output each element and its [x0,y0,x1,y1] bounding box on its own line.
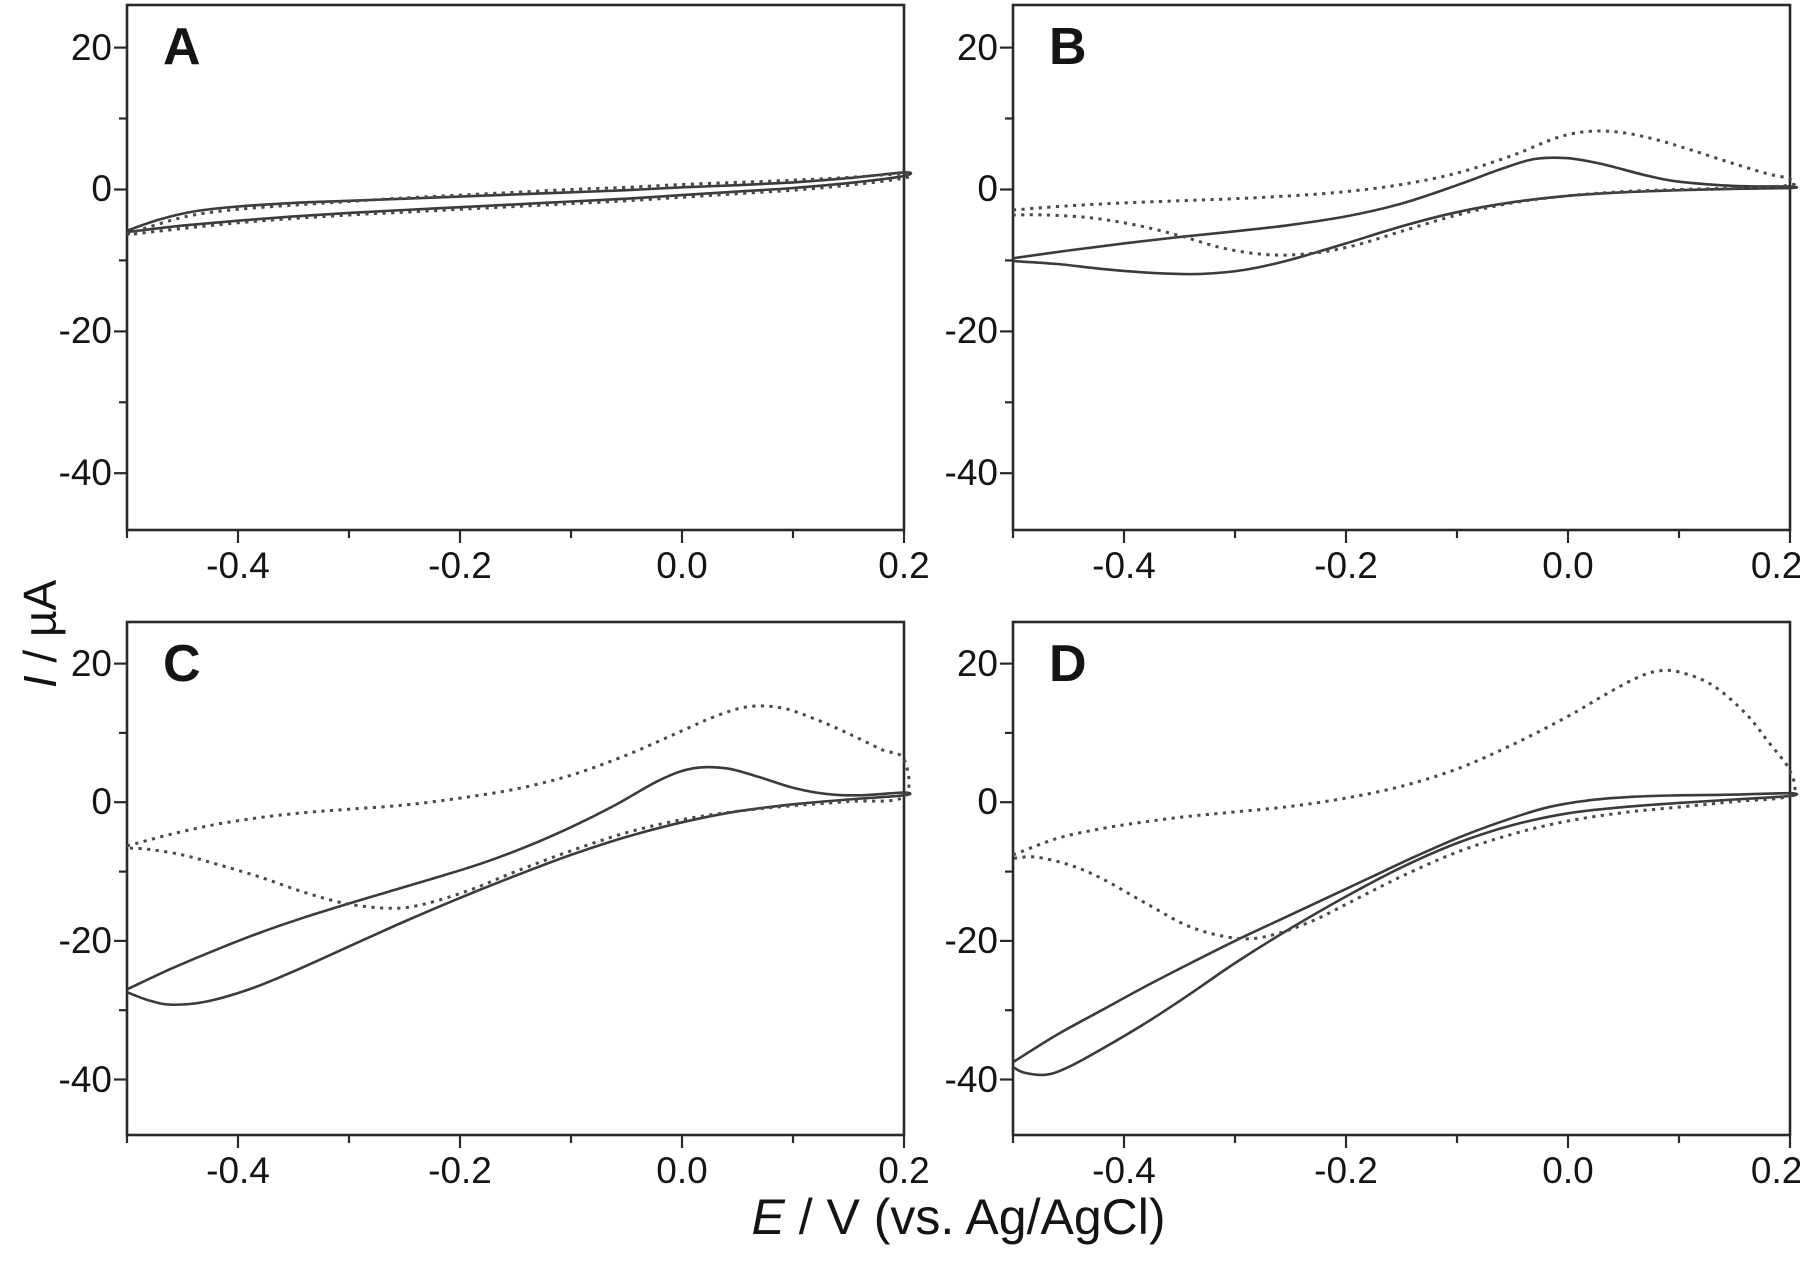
panel-letter-B: B [1049,18,1087,76]
y-axis-label-symbol: I [14,675,66,689]
y-axis-label: I / µA [14,579,66,689]
y-axis-label-units: / µA [14,579,66,676]
x-tick-label-A: -0.2 [428,545,492,586]
y-tick-label-B: -20 [944,310,998,352]
x-tick-label-D: 0.0 [1542,1150,1594,1191]
y-tick-label-D: -20 [944,919,998,961]
x-tick-label-B: -0.4 [1092,545,1156,586]
x-tick-label-D: -0.2 [1314,1150,1378,1191]
y-tick-label-C: 0 [91,780,112,822]
axis-ticks [114,662,906,1148]
B-solid-cv [1012,156,1799,276]
panel-A: A -0.4 -0.2 0.0 0.2 20 0 -20 -40 [59,3,930,584]
cv-plot-A [114,3,913,543]
C-dotted-cv [126,704,911,910]
x-axis-label-units: / V (vs. Ag/AgCl) [784,1189,1166,1245]
plot-frame [1011,3,1792,532]
x-tick-label-C: -0.4 [206,1150,270,1191]
y-tick-label-A: -40 [58,451,112,493]
x-tick-label-A: -0.4 [206,545,270,586]
A-dotted-cv [126,172,913,237]
panel-letter-A: A [163,18,201,76]
D-solid-cv [1012,791,1799,1077]
x-axis-label-symbol: E [751,1189,785,1245]
panel-letter-C: C [163,635,201,693]
y-tick-label-A: 0 [91,168,112,210]
plot-frame [125,3,906,532]
axis-ticks [1000,662,1792,1148]
y-tick-label-C: -40 [58,1058,112,1100]
y-tick-label-D: 0 [977,780,998,822]
y-tick-label-C: -20 [58,919,112,961]
cv-plot-D [1000,620,1799,1148]
x-axis-label: E / V (vs. Ag/AgCl) [127,1190,1790,1245]
A-solid-cv [126,171,913,234]
x-tick-label-A: 0.2 [878,545,930,586]
panel-D: D -0.4 -0.2 0.0 0.2 20 0 -20 -40 [945,620,1800,1189]
D-dotted-cv [1012,668,1797,941]
panel-B: B -0.4 -0.2 0.0 0.2 20 0 -20 -40 [945,3,1800,584]
C-solid-cv [126,765,912,1007]
x-tick-label-C: 0.0 [656,1150,708,1191]
x-tick-label-B: 0.0 [1542,545,1594,586]
y-tick-label-D: -40 [944,1058,998,1100]
x-tick-label-B: -0.2 [1314,545,1378,586]
plot-frame [125,620,906,1137]
cv-plot-B [1000,3,1799,543]
x-tick-label-A: 0.0 [656,545,708,586]
x-tick-label-C: 0.2 [878,1150,930,1191]
x-tick-label-B: 0.2 [1750,545,1800,586]
y-tick-label-B: 20 [956,26,998,68]
y-tick-label-C: 20 [70,642,112,684]
cv-plot-C [114,620,912,1148]
panel-letter-D: D [1049,635,1087,693]
axis-ticks [114,46,906,543]
x-tick-label-D: 0.2 [1750,1150,1800,1191]
y-tick-label-A: 20 [70,26,112,68]
axis-ticks [1000,46,1792,543]
panel-C: C -0.4 -0.2 0.0 0.2 20 0 -20 -40 [59,620,930,1189]
y-tick-label-A: -20 [58,310,112,352]
y-tick-label-B: 0 [977,168,998,210]
plot-frame [1011,620,1792,1137]
y-tick-label-B: -40 [944,451,998,493]
x-tick-label-D: -0.4 [1092,1150,1156,1191]
x-tick-label-C: -0.2 [428,1150,492,1191]
B-dotted-cv [1012,129,1797,257]
y-tick-label-D: 20 [956,642,998,684]
